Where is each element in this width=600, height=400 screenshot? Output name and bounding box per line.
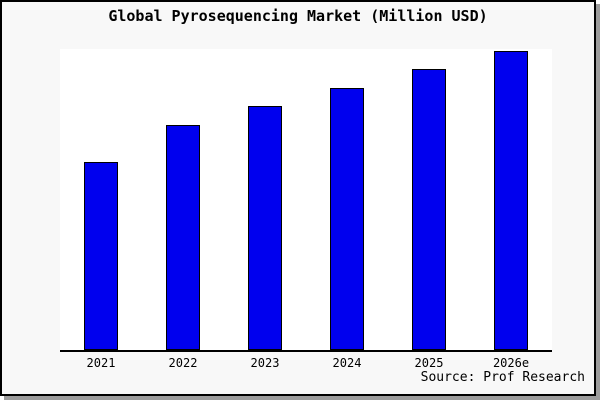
x-tick-label-2024: 2024	[332, 356, 362, 370]
bar-slot-2026e	[470, 49, 552, 350]
bar-2026e	[494, 51, 528, 350]
bar-2023	[248, 106, 282, 350]
bar-slot-2022	[142, 49, 224, 350]
bar-slot-2024	[306, 49, 388, 350]
bar-2025	[412, 69, 446, 350]
x-tick-label-2021: 2021	[86, 356, 116, 370]
x-axis-labels: 2021 2022 2023 2024 2025 2026e	[60, 356, 552, 370]
x-tick-label-2026e: 2026e	[492, 356, 530, 370]
bar-2024	[330, 88, 364, 350]
chart-title: Global Pyrosequencing Market (Million US…	[108, 7, 488, 25]
plot-area	[60, 49, 552, 352]
bar-slot-2023	[224, 49, 306, 350]
bar-2022	[166, 125, 200, 350]
bar-2021	[84, 162, 118, 350]
x-tick-label-2023: 2023	[250, 356, 280, 370]
bar-slot-2025	[388, 49, 470, 350]
source-credit: Source: Prof Research	[420, 370, 585, 385]
bar-slot-2021	[60, 49, 142, 350]
x-tick-label-2022: 2022	[168, 356, 198, 370]
x-tick-label-2025: 2025	[414, 356, 444, 370]
